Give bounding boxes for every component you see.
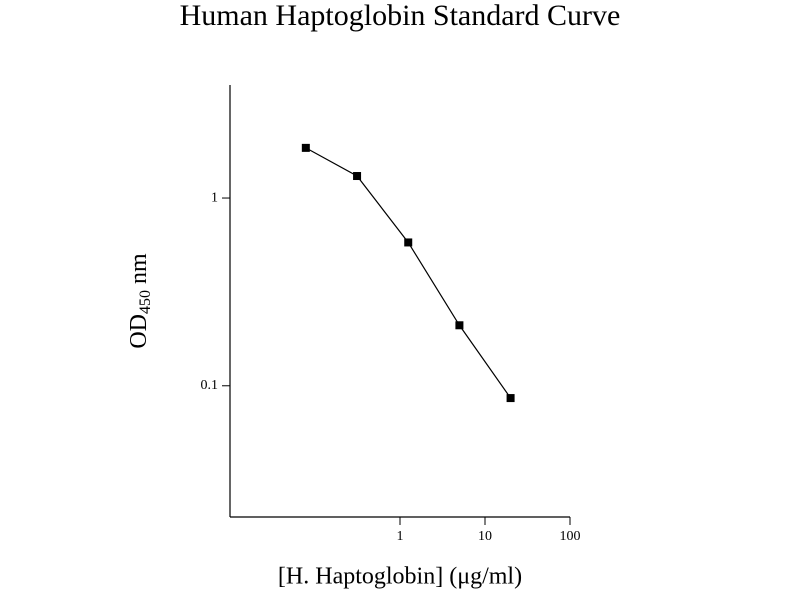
x-tick-label: 100: [560, 529, 581, 544]
data-point: [404, 238, 413, 247]
chart-title: Human Haptoglobin Standard Curve: [180, 0, 621, 32]
data-point: [353, 172, 362, 181]
data-point: [455, 321, 464, 330]
y-axis-label: OD450 nm: [126, 253, 154, 349]
y-label-main: OD: [126, 314, 152, 349]
x-tick-label: 10: [478, 529, 492, 544]
y-label-unit: nm: [126, 253, 152, 284]
x-axis-label: [H. Haptoglobin] (μg/ml): [278, 564, 522, 590]
y-tick-label: 1: [211, 190, 218, 205]
x-tick-label: 1: [397, 529, 404, 544]
y-tick-label: 0.1: [201, 378, 219, 393]
data-line: [305, 147, 512, 399]
data-point: [506, 394, 515, 403]
y-label-sub: 450: [137, 290, 154, 314]
data-point: [301, 143, 310, 152]
